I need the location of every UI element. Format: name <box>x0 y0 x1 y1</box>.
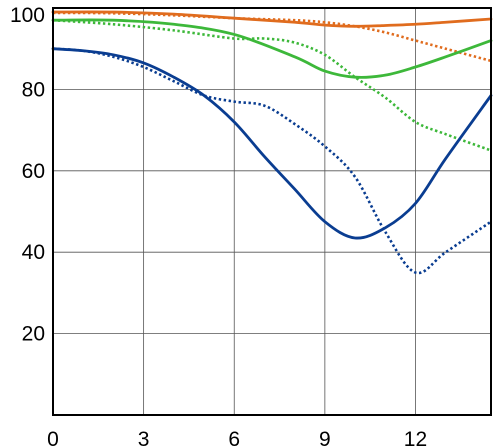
x-tick-label: 0 <box>47 428 59 448</box>
x-tick-label: 6 <box>228 428 240 448</box>
series-line-4 <box>51 47 493 240</box>
series-line-3 <box>52 18 492 152</box>
y-tick-label: 20 <box>22 323 45 346</box>
y-tick-label: 80 <box>22 78 45 101</box>
series-line-5 <box>52 47 492 275</box>
y-tick-label: 40 <box>22 241 45 264</box>
series-line-1 <box>52 11 492 63</box>
grid <box>53 8 491 415</box>
x-tick-label: 12 <box>404 428 427 448</box>
y-tick-labels: 20 40 60 80 100 <box>10 4 45 346</box>
x-tick-label: 9 <box>319 428 331 448</box>
x-tick-labels: 0 3 6 9 12 <box>47 428 427 448</box>
y-tick-label: 60 <box>22 160 45 183</box>
series-line-2 <box>51 18 493 79</box>
y-tick-label: 100 <box>10 4 45 27</box>
plot-frame <box>52 7 492 416</box>
x-tick-label: 3 <box>138 428 150 448</box>
series-layer <box>51 10 493 275</box>
series-line-0 <box>51 10 493 28</box>
